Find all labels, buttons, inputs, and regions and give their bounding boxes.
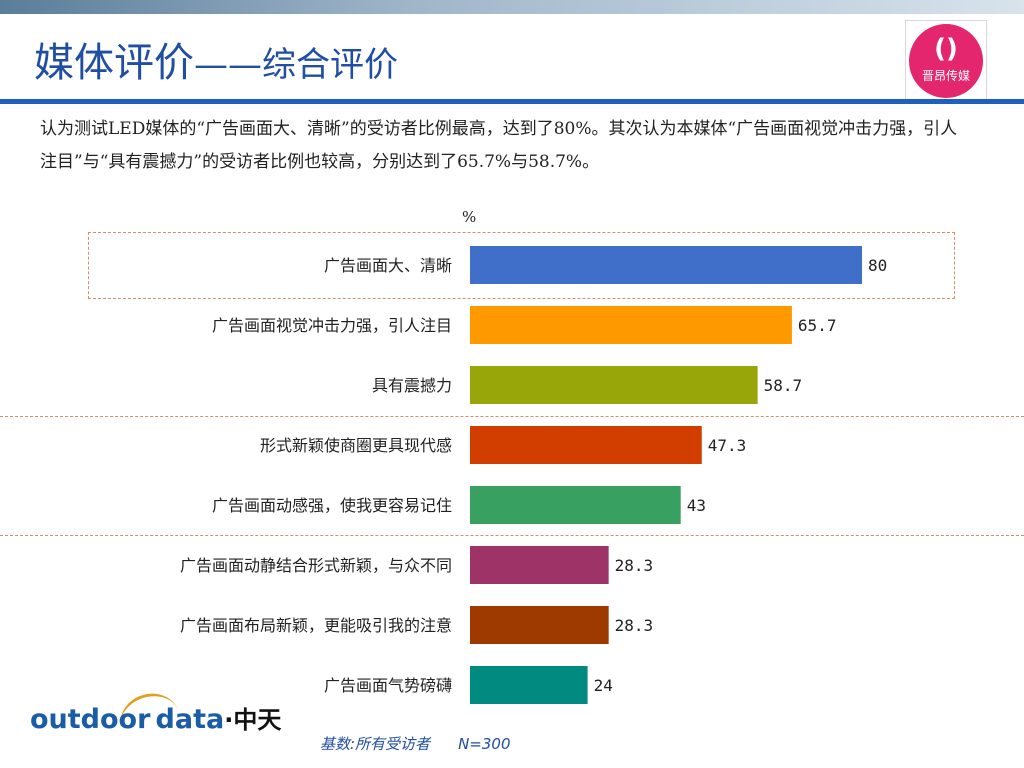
- base-n: N=300: [458, 735, 511, 753]
- category-label: 广告画面大、清晰: [324, 256, 452, 275]
- bar-value-label: 24: [594, 676, 613, 695]
- logo-mark: (): [934, 34, 958, 64]
- highlight-box: [88, 232, 955, 299]
- bar: [470, 546, 609, 584]
- category-label: 广告画面动静结合形式新颖，与众不同: [180, 556, 452, 575]
- bar: [470, 426, 702, 464]
- footer-logo-data: data: [155, 704, 225, 735]
- page-title-sub: 综合评价: [262, 45, 398, 85]
- group-divider-1: [0, 416, 1024, 417]
- category-label: 广告画面视觉冲击力强，引人注目: [212, 316, 452, 335]
- footer-logo: outdoor data·中天: [30, 700, 281, 735]
- page-title-dash: ——: [194, 45, 262, 85]
- footer-logo-outdoor: outdoor: [30, 704, 151, 735]
- bar-value-label: 28.3: [615, 616, 654, 635]
- summary-text: 认为测试LED媒体的“广告画面大、清晰”的受访者比例最高，达到了80%。其次认为…: [40, 119, 958, 172]
- bar-value-label: 28.3: [615, 556, 654, 575]
- category-label: 广告画面布局新颖，更能吸引我的注意: [180, 616, 452, 635]
- logo-name: 晋昂传媒: [921, 69, 970, 83]
- category-label: 具有震撼力: [372, 376, 452, 395]
- base-note: 基数:所有受访者 N=300: [320, 733, 510, 754]
- footer-logo-cn: ·中天: [224, 706, 282, 734]
- bar: [470, 666, 588, 704]
- bar: [470, 366, 758, 404]
- bar-value-label: 65.7: [798, 316, 837, 335]
- bar-value-label: 47.3: [708, 436, 747, 455]
- category-label: 广告画面动感强，使我更容易记住: [212, 496, 452, 515]
- bar-value-label: 58.7: [764, 376, 803, 395]
- bar-value-label: 80: [868, 256, 887, 275]
- title-rule: [0, 99, 1024, 104]
- bar: [470, 486, 681, 524]
- top-decoration-bar: [0, 0, 1024, 14]
- page-title: 媒体评价——综合评价: [34, 30, 398, 90]
- base-label: 基数:所有受访者: [320, 735, 431, 753]
- page-title-main: 媒体评价: [34, 40, 194, 86]
- group-divider-2: [0, 535, 1024, 536]
- company-logo: () 晋昂传媒: [905, 20, 987, 102]
- category-label: 形式新颖使商圈更具现代感: [260, 436, 452, 455]
- bar: [470, 246, 862, 284]
- bar: [470, 306, 792, 344]
- category-label: 广告画面气势磅礴: [324, 676, 452, 695]
- bar-value-label: 43: [687, 496, 706, 515]
- bar: [470, 606, 609, 644]
- chart-unit-label: %: [462, 208, 477, 226]
- logo-circle-icon: () 晋昂传媒: [909, 24, 983, 98]
